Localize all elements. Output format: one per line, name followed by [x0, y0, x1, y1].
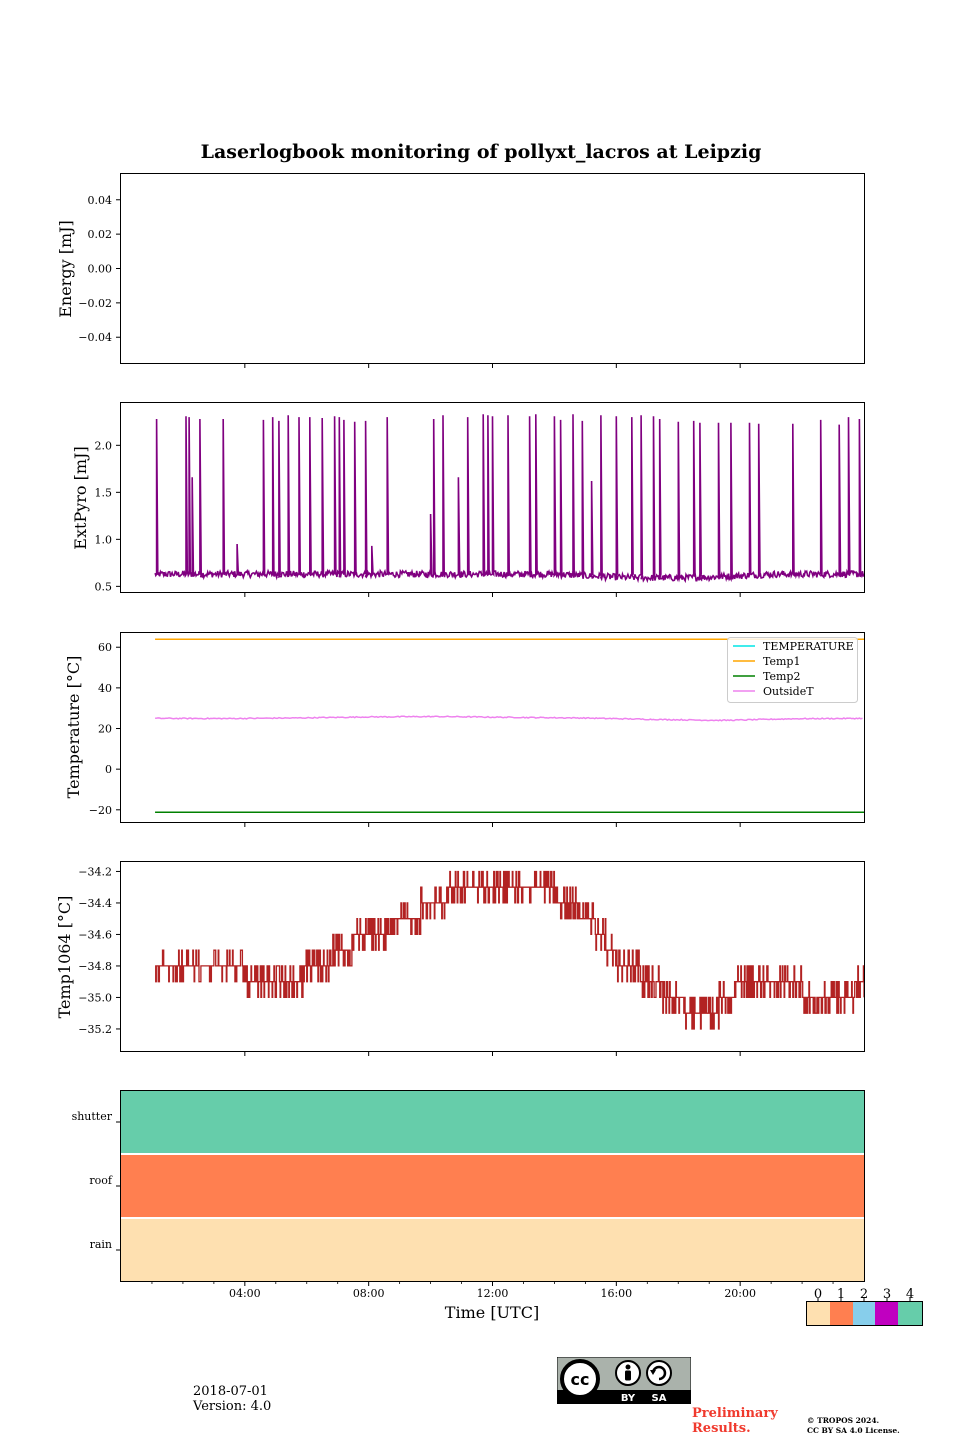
legend-label-temperature: TEMPERATURE	[763, 640, 854, 653]
temperature-xticks	[244, 823, 741, 827]
energy-axes	[120, 173, 865, 364]
cc-by-label: BY	[621, 1393, 636, 1404]
temp1064-ytick-label: −34.2	[78, 865, 112, 878]
temp1064-ytick-label: −34.4	[78, 897, 112, 910]
extpyro-yticks: 0.5 1.0 1.5 2.0	[95, 439, 120, 593]
copyright-line-2: CC BY SA 4.0 License.	[807, 1426, 900, 1435]
svg-text:cc: cc	[571, 1370, 590, 1389]
figure-title: Laserlogbook monitoring of pollyxt_lacro…	[201, 141, 762, 163]
status-row-roof	[121, 1155, 864, 1217]
energy-ylabel: Energy [mJ]	[56, 220, 75, 318]
colorbar-tick-marks	[817, 1298, 911, 1302]
status-xtick-label: 04:00	[229, 1287, 261, 1300]
temperature-ylabel: Temperature [°C]	[64, 656, 83, 799]
colorbar-label-4: 4	[906, 1287, 914, 1302]
status-xtick-label: 12:00	[477, 1287, 509, 1300]
extpyro-ytick-label: 2.0	[95, 439, 113, 452]
temperature-ytick-label: 0	[105, 763, 112, 776]
temperature-panel: −20 0 20 40 60 Temperature [°C] TEMPERATURE …	[64, 632, 865, 827]
extpyro-axes	[120, 402, 865, 593]
cc-icon	[560, 1359, 600, 1399]
temp1064-xticks	[244, 1052, 741, 1056]
legend-label-temp2: Temp2	[763, 670, 800, 683]
footer-version: Version: 4.0	[193, 1399, 272, 1414]
temp1064-ytick-label: −34.6	[78, 928, 112, 941]
temp1064-plot	[155, 870, 865, 1030]
energy-ytick-label: 0.04	[88, 194, 113, 207]
temp1064-ylabel: Temp1064 [°C]	[55, 896, 74, 1019]
temperature-ytick-label: 40	[98, 682, 112, 695]
copyright-notice: © TROPOS 2024. CC BY SA 4.0 License.	[807, 1416, 900, 1436]
temp1064-yticks: −35.2 −35.0 −34.8 −34.6 −34.4 −34.2	[78, 865, 120, 1036]
temperature-series-outsidet	[155, 715, 863, 722]
legend-label-outsidet: OutsideT	[763, 685, 814, 698]
temp1064-ytick-label: −34.8	[78, 960, 112, 973]
preliminary-line-1: Preliminary	[692, 1406, 778, 1421]
temp1064-panel: −35.2 −35.0 −34.8 −34.6 −34.4 −34.2 Temp1064 …	[55, 861, 865, 1056]
colorbar: 0 1 2 3 4	[806, 1287, 923, 1326]
cc-sa-label: SA	[652, 1393, 667, 1404]
extpyro-plot	[154, 414, 865, 584]
temp1064-ytick-label: −35.0	[78, 991, 112, 1004]
colorbar-label-2: 2	[860, 1287, 868, 1302]
status-row-label-roof: roof	[89, 1174, 113, 1187]
colorbar-cell-1	[830, 1302, 853, 1325]
status-xtick-label: 08:00	[353, 1287, 385, 1300]
colorbar-cell-0	[807, 1302, 830, 1325]
colorbar-cell-3	[875, 1302, 898, 1325]
footer-date: 2018-07-01	[193, 1384, 268, 1399]
extpyro-ytick-label: 0.5	[95, 580, 113, 593]
temp1064-axes	[120, 861, 865, 1052]
cc-by-sa-badge: cc BY SA	[557, 1357, 691, 1404]
energy-yticks: −0.04 −0.02 0.00 0.02 0.04	[78, 194, 120, 344]
temperature-legend: TEMPERATURE Temp1 Temp2 OutsideT	[727, 637, 858, 703]
copyright-line-1: © TROPOS 2024.	[807, 1416, 880, 1425]
x-axis-label: Time [UTC]	[445, 1303, 539, 1322]
colorbar-cell-4	[898, 1302, 922, 1325]
temp1064-ytick-label: −35.2	[78, 1023, 112, 1036]
status-row-label-rain: rain	[90, 1238, 112, 1251]
preliminary-notice: Preliminary Results.	[692, 1406, 778, 1436]
status-axes	[120, 1090, 865, 1282]
status-row-rain	[121, 1219, 864, 1281]
temp1064-series-line	[155, 870, 865, 1030]
status-xticks: 04:00 08:00 12:00 16:00 20:00	[151, 1282, 834, 1300]
extpyro-ylabel: ExtPyro [mJ]	[71, 446, 90, 549]
temperature-ytick-label: −20	[89, 804, 112, 817]
energy-ytick-label: −0.04	[78, 331, 112, 344]
extpyro-ytick-label: 1.0	[95, 533, 113, 546]
energy-xticks	[244, 364, 741, 368]
extpyro-xticks	[244, 593, 741, 597]
energy-panel: −0.04 −0.02 0.00 0.02 0.04 Energy [mJ]	[56, 173, 865, 368]
extpyro-series-line	[154, 414, 865, 584]
temperature-yticks: −20 0 20 40 60	[89, 641, 120, 817]
status-row-label-shutter: shutter	[72, 1110, 113, 1123]
energy-ytick-label: −0.02	[78, 297, 112, 310]
status-row-shutter	[121, 1091, 864, 1153]
colorbar-label-1: 1	[837, 1287, 845, 1302]
status-ytick-marks	[116, 1121, 120, 1251]
colorbar-cell-2	[853, 1302, 875, 1325]
legend-frame	[727, 637, 858, 703]
extpyro-panel: 0.5 1.0 1.5 2.0 ExtPyro [mJ]	[71, 402, 865, 597]
status-xtick-label: 16:00	[600, 1287, 632, 1300]
status-panel: shutter roof rain 04:00 08:00 12:00 16:00 20…	[72, 1090, 865, 1322]
preliminary-line-2: Results.	[692, 1421, 751, 1436]
colorbar-label-0: 0	[814, 1287, 822, 1302]
energy-ytick-label: 0.00	[88, 263, 113, 276]
footer-info: 2018-07-01 Version: 4.0	[193, 1384, 271, 1414]
status-xtick-label: 20:00	[724, 1287, 756, 1300]
legend-label-temp1: Temp1	[763, 655, 800, 668]
extpyro-ytick-label: 1.5	[95, 486, 113, 499]
temperature-axes	[120, 632, 865, 823]
sa-share-icon	[646, 1360, 672, 1386]
colorbar-label-3: 3	[883, 1287, 891, 1302]
temperature-ytick-label: 20	[98, 723, 112, 736]
energy-ytick-label: 0.02	[88, 228, 113, 241]
temperature-ytick-label: 60	[98, 641, 112, 654]
